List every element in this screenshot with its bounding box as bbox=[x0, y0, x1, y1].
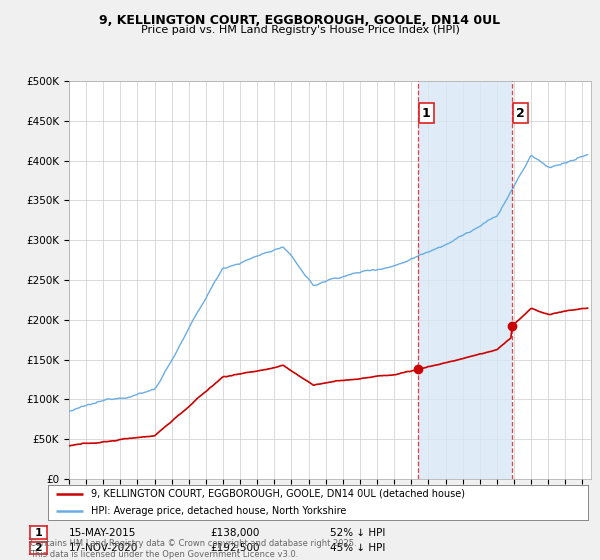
Text: 52% ↓ HPI: 52% ↓ HPI bbox=[330, 528, 385, 538]
Text: 2: 2 bbox=[516, 106, 525, 119]
Text: £138,000: £138,000 bbox=[210, 528, 259, 538]
Text: 9, KELLINGTON COURT, EGGBOROUGH, GOOLE, DN14 0UL: 9, KELLINGTON COURT, EGGBOROUGH, GOOLE, … bbox=[100, 14, 500, 27]
Text: 17-NOV-2020: 17-NOV-2020 bbox=[69, 543, 139, 553]
Text: 9, KELLINGTON COURT, EGGBOROUGH, GOOLE, DN14 0UL (detached house): 9, KELLINGTON COURT, EGGBOROUGH, GOOLE, … bbox=[91, 489, 465, 498]
Text: 1: 1 bbox=[35, 528, 42, 538]
Text: 2: 2 bbox=[35, 543, 42, 553]
Text: 1: 1 bbox=[422, 106, 431, 119]
Text: HPI: Average price, detached house, North Yorkshire: HPI: Average price, detached house, Nort… bbox=[91, 506, 347, 516]
Bar bbox=[418, 81, 512, 479]
Text: Price paid vs. HM Land Registry's House Price Index (HPI): Price paid vs. HM Land Registry's House … bbox=[140, 25, 460, 35]
Text: £192,500: £192,500 bbox=[210, 543, 260, 553]
Text: 45% ↓ HPI: 45% ↓ HPI bbox=[330, 543, 385, 553]
Text: 15-MAY-2015: 15-MAY-2015 bbox=[69, 528, 136, 538]
Text: Contains HM Land Registry data © Crown copyright and database right 2025.
This d: Contains HM Land Registry data © Crown c… bbox=[30, 539, 356, 559]
